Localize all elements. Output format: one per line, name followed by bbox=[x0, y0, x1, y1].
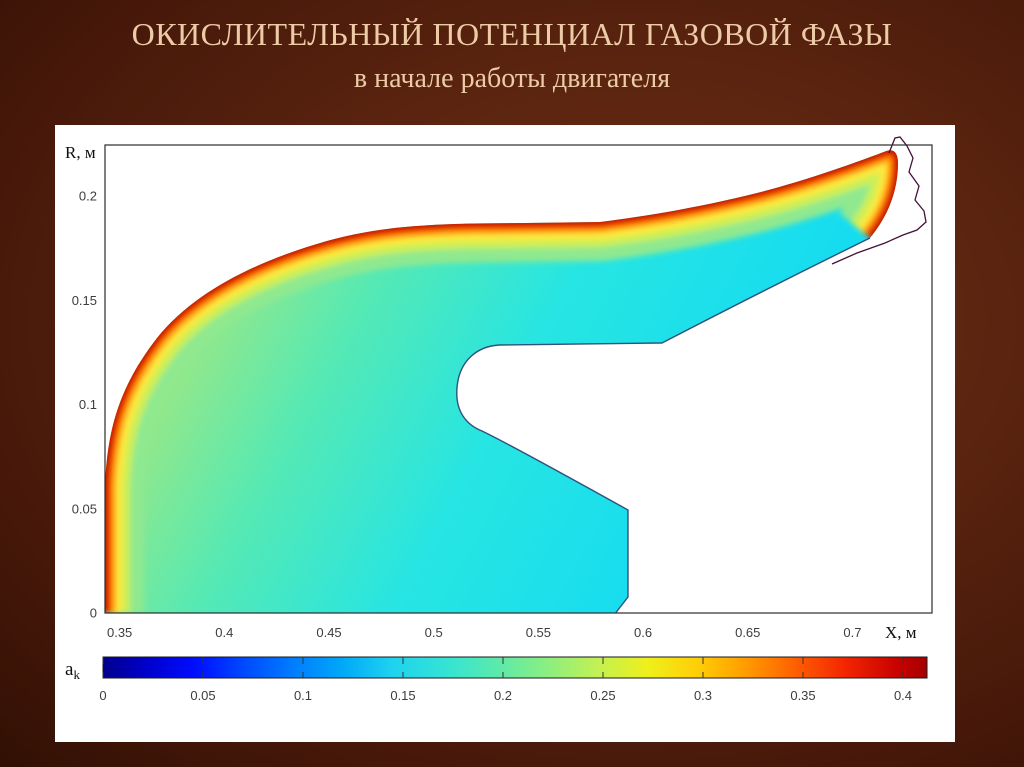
tick-label: 0.35 bbox=[107, 625, 132, 640]
slide-title: ОКИСЛИТЕЛЬНЫЙ ПОТЕНЦИАЛ ГАЗОВОЙ ФАЗЫ bbox=[131, 16, 893, 52]
tick-label: 0.1 bbox=[79, 397, 97, 412]
tick-label: 0.15 bbox=[72, 293, 97, 308]
tick-label: 0.4 bbox=[894, 688, 912, 703]
plot-box bbox=[104, 144, 933, 614]
tick-label: 0.45 bbox=[316, 625, 341, 640]
slide-title-block: ОКИСЛИТЕЛЬНЫЙ ПОТЕНЦИАЛ ГАЗОВОЙ ФАЗЫ в н… bbox=[0, 14, 1024, 96]
colorbar-title: ak bbox=[65, 659, 80, 682]
tick-label: 0.6 bbox=[634, 625, 652, 640]
tick-label: 0.35 bbox=[790, 688, 815, 703]
tick-label: 0.15 bbox=[390, 688, 415, 703]
tick-label: 0.2 bbox=[79, 189, 97, 204]
wall-gradient-band bbox=[105, 150, 898, 613]
nozzle-exit-outline bbox=[831, 136, 927, 265]
colorbar-title-sub: k bbox=[73, 667, 80, 682]
cavity-contour bbox=[456, 237, 871, 613]
plot-panel: R, м X, м 0.35 0.4 0.45 0.5 0.55 0.6 0.65 0.7 0… bbox=[55, 125, 955, 742]
heatmap-region bbox=[105, 136, 927, 614]
tick-label: 0.05 bbox=[72, 501, 97, 516]
tick-label: 0.7 bbox=[843, 625, 861, 640]
colorbar-tick-labels: 0 0.05 0.1 0.15 0.2 0.25 0.3 0.35 0.4 bbox=[99, 688, 912, 703]
tick-label: 0.3 bbox=[694, 688, 712, 703]
tick-label: 0.65 bbox=[735, 625, 760, 640]
tick-label: 0 bbox=[99, 688, 106, 703]
y-axis-title: R, м bbox=[65, 143, 96, 162]
slide-subtitle: в начале работы двигателя bbox=[353, 63, 671, 94]
tick-label: 0.05 bbox=[190, 688, 215, 703]
tick-label: 0.55 bbox=[526, 625, 551, 640]
tick-label: 0.25 bbox=[590, 688, 615, 703]
colorbar-bar bbox=[102, 656, 928, 679]
tick-label: 0.1 bbox=[294, 688, 312, 703]
y-tick-labels: 0 0.05 0.1 0.15 0.2 bbox=[72, 189, 97, 621]
tick-label: 0.2 bbox=[494, 688, 512, 703]
colorbar-title-main: a bbox=[65, 659, 74, 680]
tick-label: 0 bbox=[90, 606, 97, 621]
tick-label: 0.4 bbox=[215, 625, 233, 640]
tick-label: 0.5 bbox=[425, 625, 443, 640]
heatmap-figure: R, м X, м 0.35 0.4 0.45 0.5 0.55 0.6 0.65 0.7 0… bbox=[65, 136, 933, 703]
colorbar-tick-marks bbox=[102, 657, 904, 678]
colorbar: ak 0 0.05 0.1 0.15 0.2 0.25 0.3 0.35 0.4 bbox=[65, 656, 928, 703]
x-axis-title: X, м bbox=[885, 623, 917, 642]
x-tick-labels: 0.35 0.4 0.45 0.5 0.55 0.6 0.65 0.7 bbox=[107, 625, 861, 640]
